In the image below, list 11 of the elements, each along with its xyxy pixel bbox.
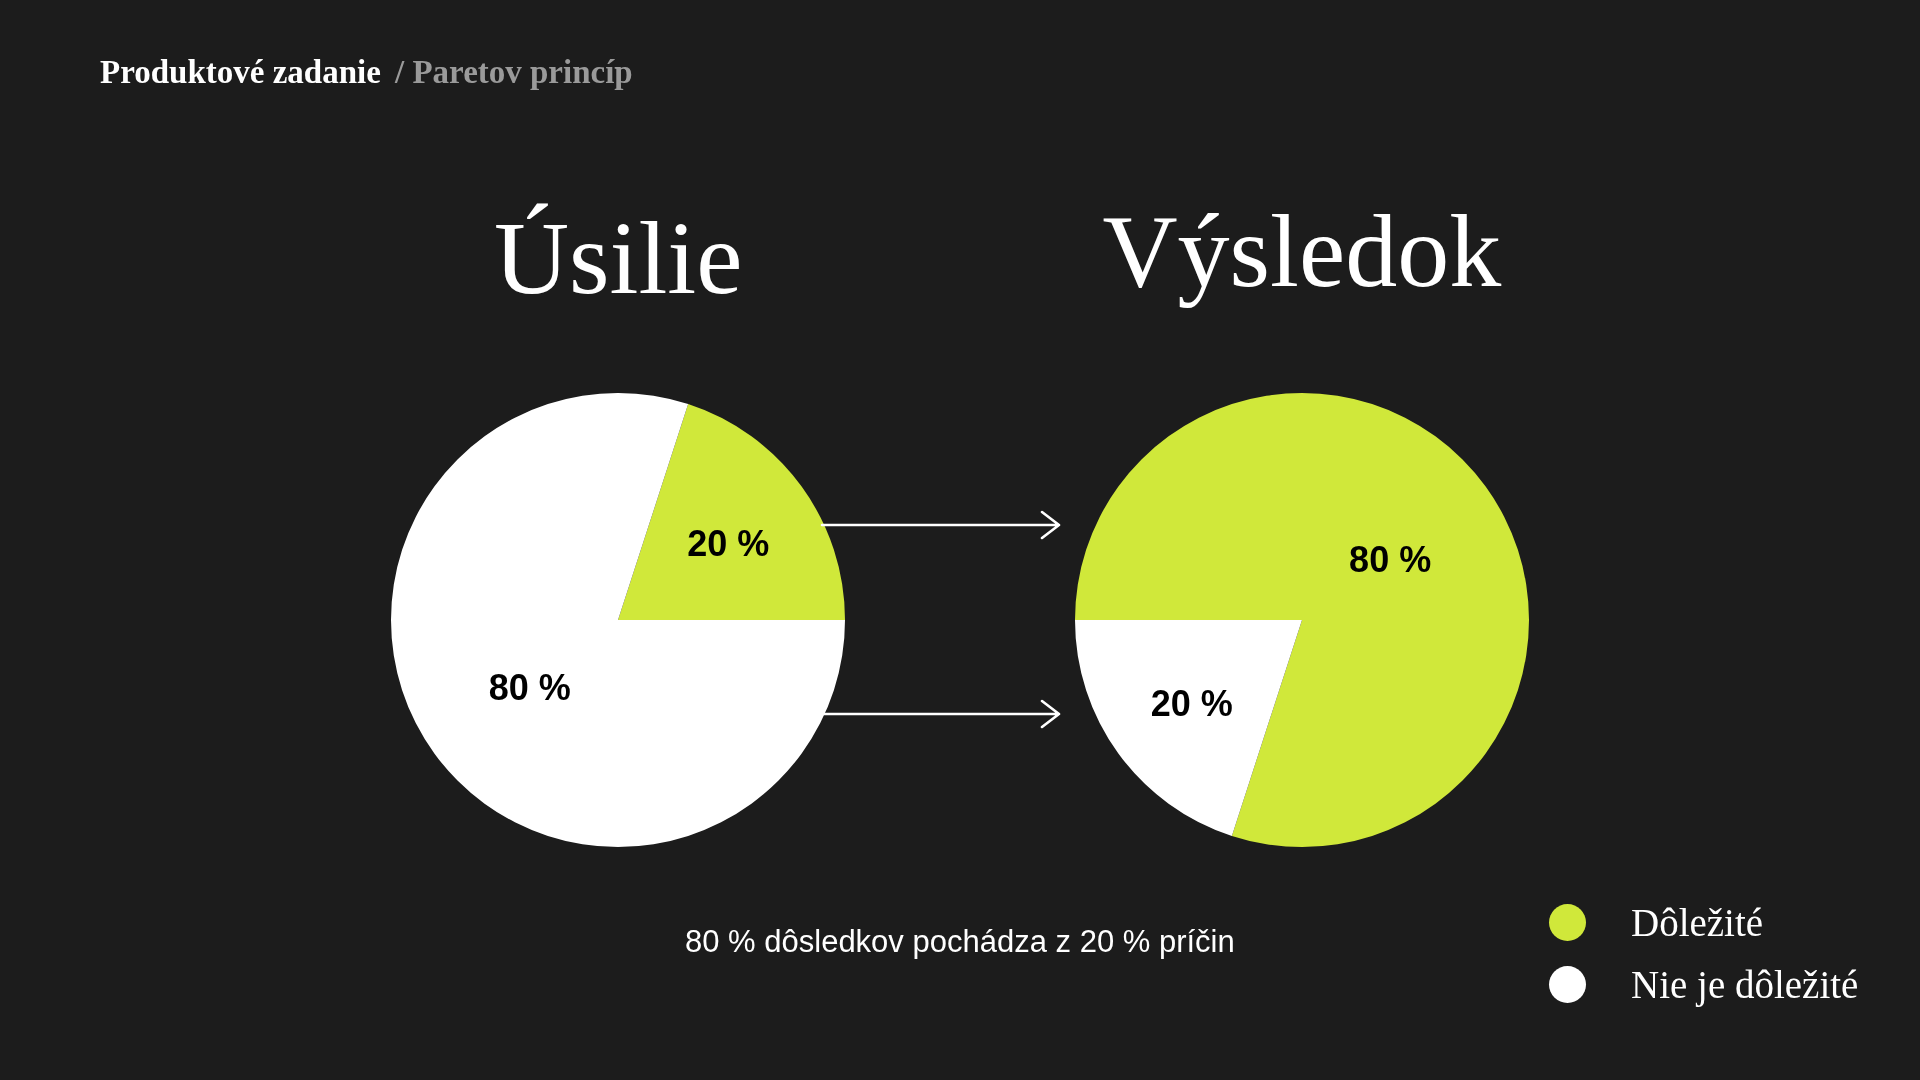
data-label: 20 % (1150, 682, 1233, 724)
legend-label: Nie je dôležité (1631, 962, 1859, 1006)
data-label: 80 % (1349, 538, 1432, 580)
data-label: 80 % (488, 666, 571, 708)
slice-label: Úsilie (494, 200, 743, 315)
text: 80 % dôsledkov pochádza z 20 % príčin (685, 924, 1235, 959)
text: Produktové zadanie (100, 54, 381, 90)
slice-label: Výsledok (1102, 193, 1502, 308)
legend-label: Dôležité (1631, 900, 1764, 944)
text: / Paretov princíp (395, 54, 633, 90)
data-label: 20 % (687, 522, 770, 564)
